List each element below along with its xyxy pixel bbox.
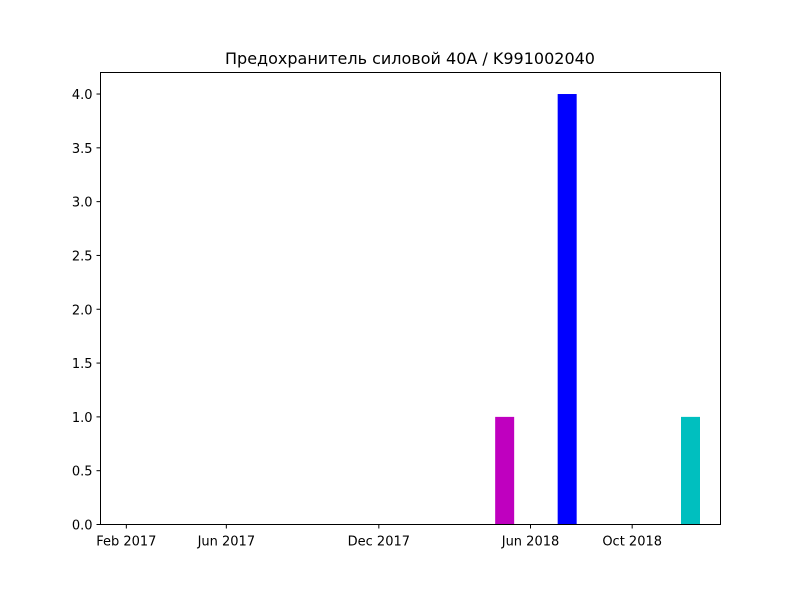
y-tick-label: 1.5 bbox=[72, 357, 93, 372]
y-tick-label: 0.5 bbox=[72, 465, 93, 480]
y-tick-label: 1.0 bbox=[72, 411, 93, 426]
y-tick-label: 4.0 bbox=[72, 88, 93, 103]
plot-frame bbox=[100, 72, 721, 525]
x-tick-label: Jun 2017 bbox=[197, 535, 256, 550]
y-tick-label: 3.5 bbox=[72, 142, 93, 157]
bar-0 bbox=[495, 416, 515, 525]
x-axis: Feb 2017 Jun 2017 Dec 2017 Jun 2018 Oct 2018 bbox=[96, 524, 662, 550]
y-axis: 0.0 0.5 1.0 1.5 2.0 2.5 3.0 3.5 4.0 bbox=[72, 88, 101, 534]
bars-layer bbox=[495, 94, 700, 525]
y-tick-label: 2.5 bbox=[72, 249, 93, 264]
x-tick-label: Jun 2018 bbox=[501, 535, 560, 550]
x-tick-label: Feb 2017 bbox=[96, 535, 156, 550]
bar-1 bbox=[557, 94, 577, 525]
chart-title: Предохранитель силовой 40А / K991002040 bbox=[225, 49, 595, 68]
x-tick-label: Oct 2018 bbox=[602, 535, 662, 550]
bar-2 bbox=[681, 416, 700, 525]
x-tick-label: Dec 2017 bbox=[348, 535, 410, 550]
y-tick-label: 3.0 bbox=[72, 196, 93, 211]
y-tick-label: 0.0 bbox=[72, 519, 93, 534]
y-tick-label: 2.0 bbox=[72, 303, 93, 318]
